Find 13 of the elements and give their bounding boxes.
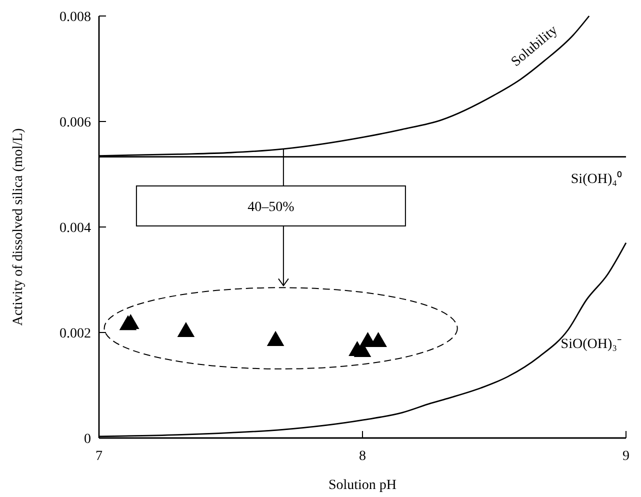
annotation: 40–50% [248,200,295,215]
y-tick-label: 0.004 [60,221,91,236]
series-label: Si(OH)₄⁰ [570,170,622,187]
series-label: SiO(OH)₃⁻ [560,336,622,352]
x-tick-label: 9 [622,449,630,464]
y-axis-title: Activity of dissolved silica (mol/L) [11,128,26,326]
y-tick-label: 0 [84,432,91,447]
y-tick-label: 0.006 [60,116,91,130]
y-tick-label: 0.002 [60,326,91,342]
y-tick-label: 0.008 [60,10,91,25]
x-tick-label: 7 [96,449,102,464]
x-tick-label: 8 [359,449,366,464]
x-axis-title: Solution pH [328,478,397,493]
